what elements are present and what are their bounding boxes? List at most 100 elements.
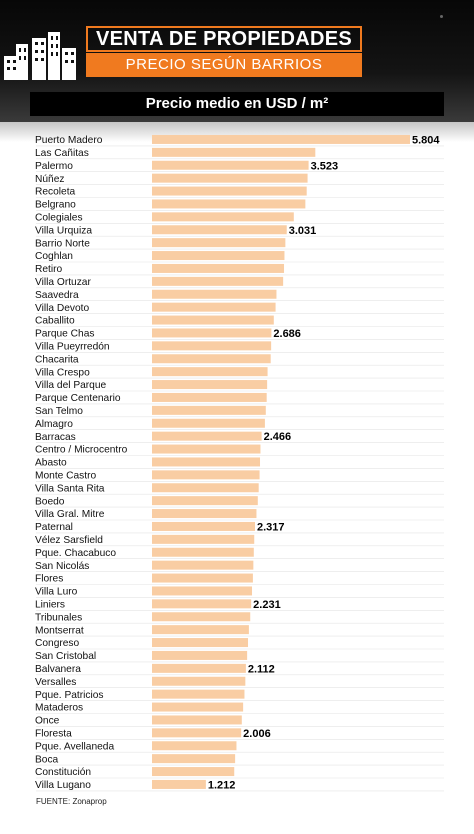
bar xyxy=(152,612,251,622)
category-label: San Nicolás xyxy=(35,561,89,572)
bar xyxy=(152,341,272,351)
category-label: Belgrano xyxy=(35,200,76,211)
bar xyxy=(152,560,254,570)
category-label: Villa Ortuzar xyxy=(35,277,91,288)
value-label: 2.231 xyxy=(253,599,281,611)
category-label: Pque. Chacabuco xyxy=(35,548,116,559)
bar xyxy=(152,367,268,377)
bar xyxy=(152,599,252,609)
bar xyxy=(152,715,242,725)
category-label: Coghlan xyxy=(35,251,73,262)
bar xyxy=(152,521,255,531)
bar xyxy=(152,238,286,248)
bar xyxy=(152,509,257,519)
bar xyxy=(152,380,268,390)
bar xyxy=(152,547,254,557)
bar xyxy=(152,147,316,157)
bar xyxy=(152,315,274,325)
category-label: Las Cañitas xyxy=(35,148,89,159)
bar xyxy=(152,650,248,660)
bar xyxy=(152,160,309,170)
category-label: Paternal xyxy=(35,522,73,533)
category-label: Barracas xyxy=(35,432,76,443)
category-label: Centro / Microcentro xyxy=(35,445,128,456)
bar xyxy=(152,754,236,764)
bar xyxy=(152,625,249,635)
page-title: VENTA DE PROPIEDADES xyxy=(86,26,362,52)
bar xyxy=(152,431,262,441)
bar xyxy=(152,392,267,402)
bar xyxy=(152,779,206,789)
source-note: FUENTE: Zonaprop xyxy=(36,797,107,806)
bar xyxy=(152,263,285,273)
bar xyxy=(152,470,260,480)
bar xyxy=(152,586,253,596)
category-label: Villa Pueyrredón xyxy=(35,341,110,352)
category-label: Núñez xyxy=(35,174,64,185)
value-label: 2.686 xyxy=(273,328,301,340)
bar xyxy=(152,173,308,183)
bar xyxy=(152,702,244,712)
bar xyxy=(152,573,253,583)
bar xyxy=(152,134,410,144)
category-label: Villa Santa Rita xyxy=(35,483,105,494)
value-label: 1.212 xyxy=(208,779,236,791)
category-label: Pque. Avellaneda xyxy=(35,741,114,752)
bar xyxy=(152,212,294,222)
category-label: Flores xyxy=(35,574,63,585)
header: VENTA DE PROPIEDADES PRECIO SEGÚN BARRIO… xyxy=(0,0,474,122)
page-subtitle: PRECIO SEGÚN BARRIOS xyxy=(86,53,362,77)
bar xyxy=(152,638,249,648)
bar xyxy=(152,251,285,261)
category-label: Pque. Patricios xyxy=(35,690,104,701)
category-label: Boedo xyxy=(35,496,65,507)
category-label: Monte Castro xyxy=(35,470,96,481)
bar xyxy=(152,663,246,673)
category-label: Villa del Parque xyxy=(35,380,107,391)
bar xyxy=(152,483,259,493)
bar xyxy=(152,418,265,428)
category-label: Saavedra xyxy=(35,290,79,301)
category-label: Balvanera xyxy=(35,664,81,675)
value-label: 3.523 xyxy=(311,160,339,172)
value-label: 2.317 xyxy=(257,521,285,533)
category-label: Vélez Sarsfield xyxy=(35,535,103,546)
category-label: Almagro xyxy=(35,419,73,430)
bar xyxy=(152,496,258,506)
category-label: Colegiales xyxy=(35,212,83,223)
category-label: Once xyxy=(35,716,60,727)
bar xyxy=(152,767,235,777)
bar xyxy=(152,302,276,312)
category-label: Floresta xyxy=(35,728,72,739)
category-label: Villa Luro xyxy=(35,587,78,598)
category-label: Parque Centenario xyxy=(35,393,121,404)
bar xyxy=(152,276,284,286)
bar xyxy=(152,354,271,364)
category-label: Barrio Norte xyxy=(35,238,90,249)
category-label: Villa Gral. Mitre xyxy=(35,509,105,520)
category-label: Villa Urquiza xyxy=(35,225,92,236)
category-label: Palermo xyxy=(35,161,73,172)
category-label: Tribunales xyxy=(35,612,82,623)
category-label: Villa Devoto xyxy=(35,303,90,314)
category-label: Retiro xyxy=(35,264,63,275)
bar xyxy=(152,534,255,544)
category-label: Puerto Madero xyxy=(35,135,103,146)
bar xyxy=(152,225,287,235)
category-label: Parque Chas xyxy=(35,329,94,340)
bar xyxy=(152,676,246,686)
bar xyxy=(152,728,242,738)
category-label: Caballito xyxy=(35,316,75,327)
category-label: Liniers xyxy=(35,599,65,610)
category-label: San Cristobal xyxy=(35,651,96,662)
category-label: Mataderos xyxy=(35,703,83,714)
bar xyxy=(152,405,266,415)
category-label: Congreso xyxy=(35,638,80,649)
decorative-dot xyxy=(440,15,443,18)
bar xyxy=(152,289,277,299)
bar xyxy=(152,689,245,699)
category-label: Chacarita xyxy=(35,354,79,365)
value-label: 2.006 xyxy=(243,728,271,740)
category-label: Constitución xyxy=(35,767,91,778)
